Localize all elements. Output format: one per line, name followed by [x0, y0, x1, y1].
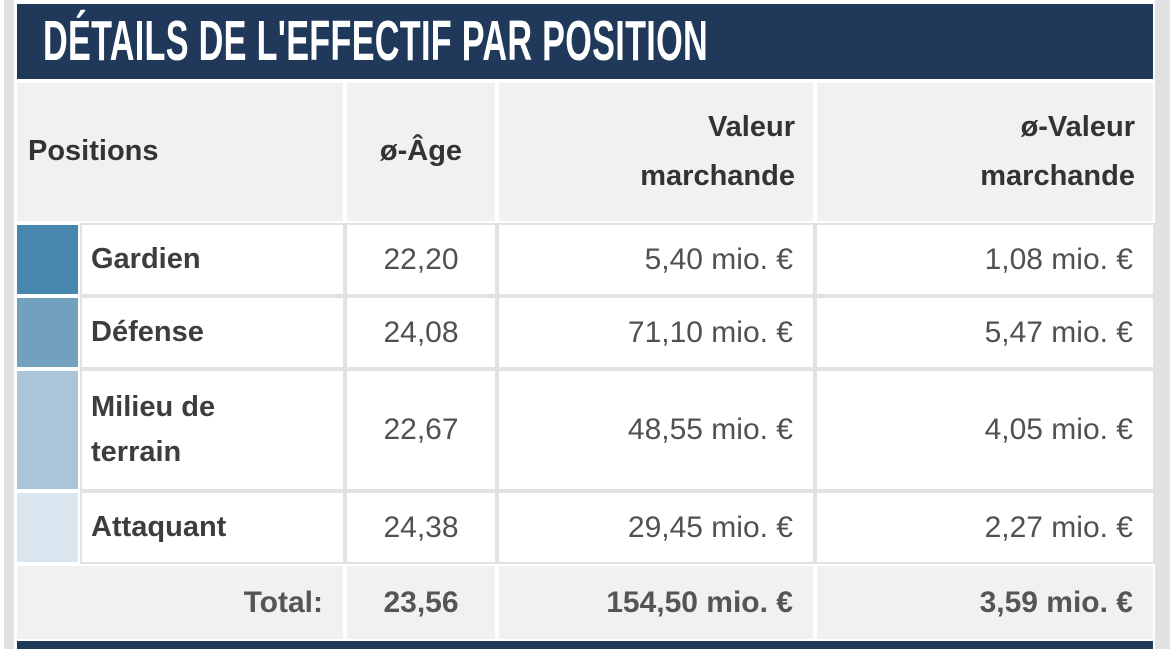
col-header-avg-age: ø-Âge [345, 81, 497, 223]
section-title: DÉTAILS DE L'EFFECTIF PAR POSITION [43, 9, 708, 73]
total-avg-age: 23,56 [345, 564, 497, 641]
next-section-header-edge [17, 641, 1153, 649]
market-value: 48,55 mio. € [497, 369, 815, 491]
market-value: 5,40 mio. € [497, 223, 815, 296]
total-label: Total: [15, 564, 345, 641]
avg-age-value: 22,20 [345, 223, 497, 296]
section-header-bar: DÉTAILS DE L'EFFECTIF PAR POSITION [17, 4, 1153, 79]
page-edge-left [4, 0, 14, 649]
col-header-positions: Positions [15, 81, 345, 223]
position-name: Attaquant [80, 491, 345, 564]
page-edge-right [1155, 0, 1170, 649]
market-value: 29,45 mio. € [497, 491, 815, 564]
avg-market-value: 1,08 mio. € [815, 223, 1155, 296]
positions-table: Positions ø-Âge Valeur marchande ø-Valeu… [15, 81, 1155, 641]
position-color-swatch [15, 369, 80, 491]
total-market-value: 154,50 mio. € [497, 564, 815, 641]
position-color-swatch [15, 296, 80, 369]
total-avg-market-value: 3,59 mio. € [815, 564, 1155, 641]
col-header-avg-market-value: ø-Valeur marchande [815, 81, 1155, 223]
position-name: Milieu de terrain [80, 369, 345, 491]
avg-market-value: 4,05 mio. € [815, 369, 1155, 491]
avg-age-value: 22,67 [345, 369, 497, 491]
position-name: Défense [80, 296, 345, 369]
col-header-market-value: Valeur marchande [497, 81, 815, 223]
avg-market-value: 2,27 mio. € [815, 491, 1155, 564]
market-value: 71,10 mio. € [497, 296, 815, 369]
squad-details-section: DÉTAILS DE L'EFFECTIF PAR POSITION Posit… [15, 4, 1155, 649]
avg-age-value: 24,38 [345, 491, 497, 564]
position-color-swatch [15, 491, 80, 564]
position-color-swatch [15, 223, 80, 296]
avg-market-value: 5,47 mio. € [815, 296, 1155, 369]
avg-age-value: 24,08 [345, 296, 497, 369]
position-name: Gardien [80, 223, 345, 296]
